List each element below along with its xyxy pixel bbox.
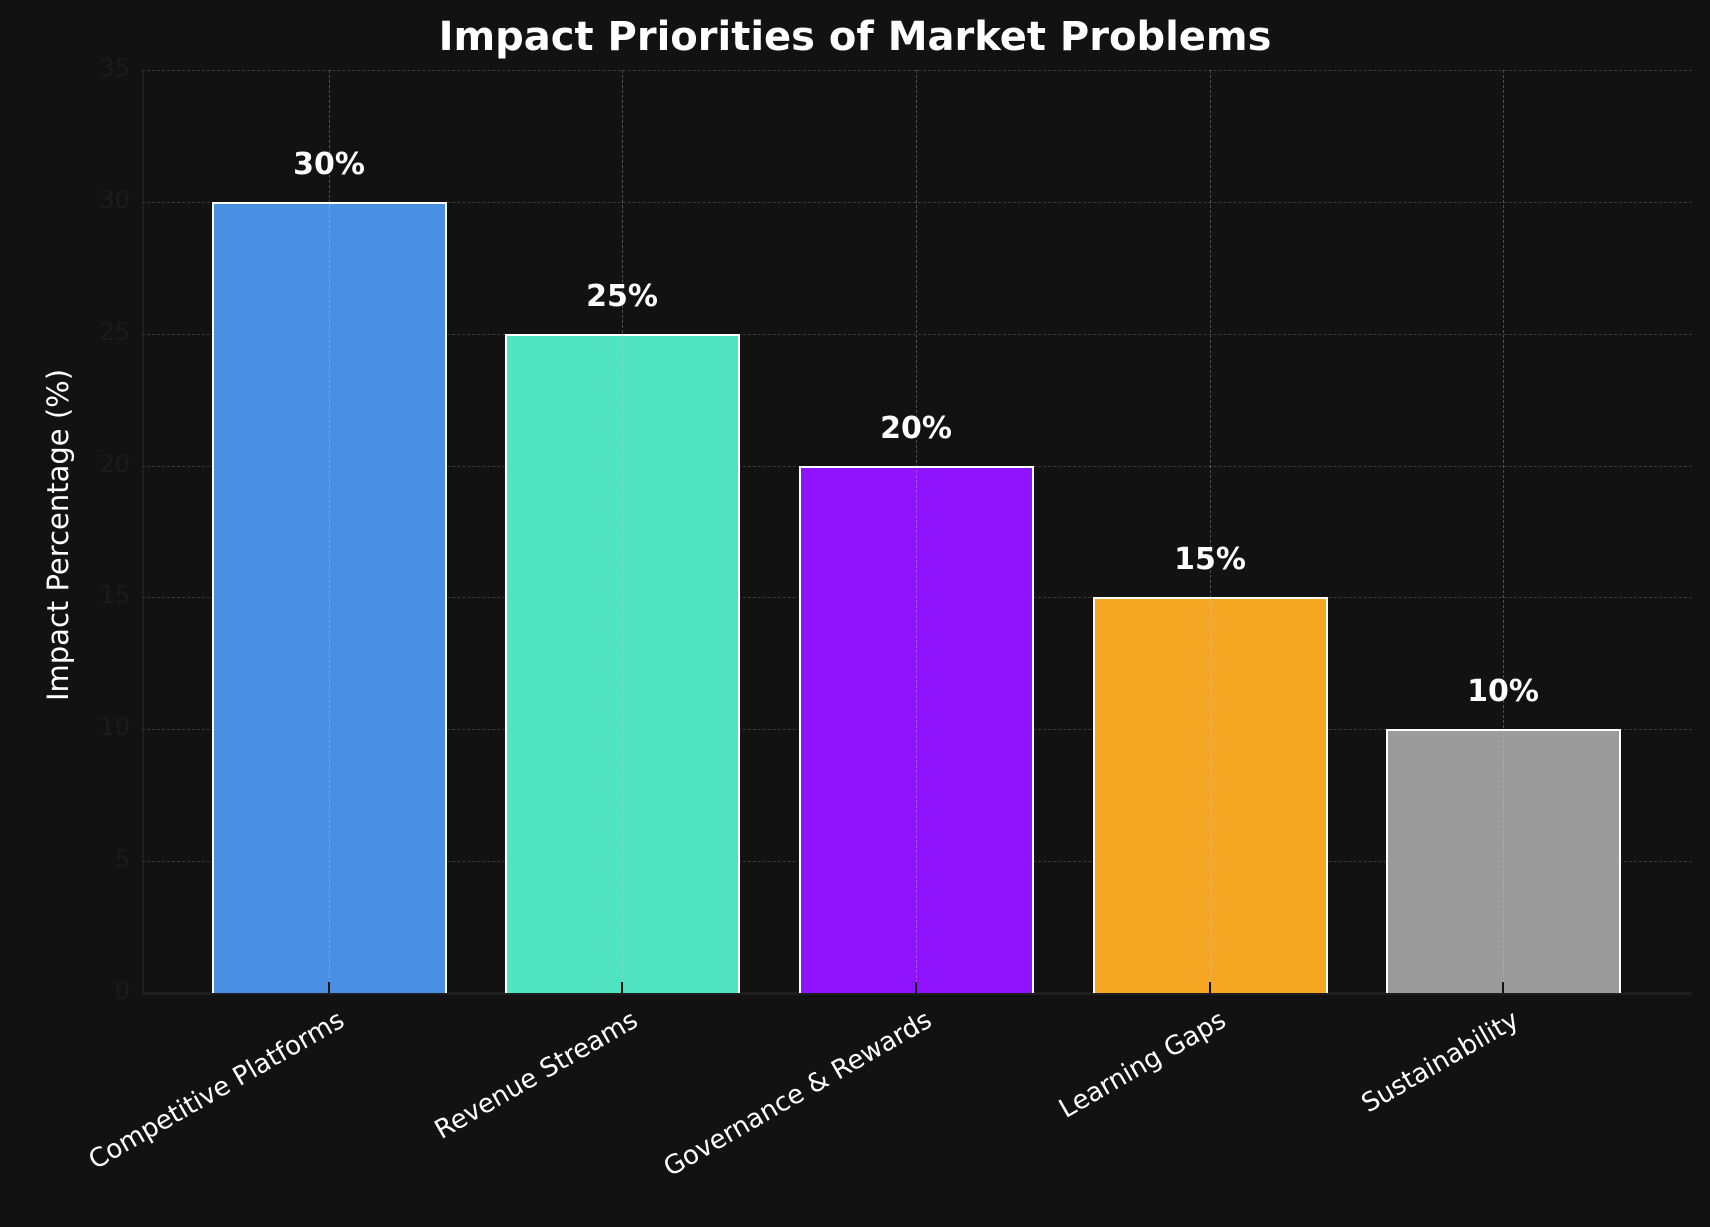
y-tick-label: 20 — [99, 449, 130, 478]
bar-value-label: 10% — [1467, 674, 1539, 710]
x-tick-label: Revenue Streams — [429, 1005, 644, 1146]
y-tick-label: 30 — [99, 185, 130, 214]
chart-title: Impact Priorities of Market Problems — [438, 14, 1272, 60]
y-tick-label: 5 — [114, 845, 130, 874]
h-gridline — [142, 333, 1692, 335]
bar — [1385, 729, 1621, 993]
v-gridline — [622, 70, 623, 993]
bar-value-label: 15% — [1174, 542, 1246, 578]
bar — [211, 201, 447, 993]
x-tick-mark — [621, 982, 623, 993]
y-tick-label: 15 — [99, 581, 130, 610]
plot-area: 30% 25% 20% 15% 10% — [142, 70, 1692, 995]
bar-value-label: 25% — [586, 278, 658, 314]
y-tick-label: 10 — [99, 713, 130, 742]
bar-value-label: 20% — [880, 410, 952, 446]
y-tick-label: 0 — [114, 977, 130, 1005]
bar — [504, 333, 740, 993]
x-axis-line — [142, 992, 1692, 995]
y-axis-label: Impact Percentage (%) — [41, 368, 75, 702]
y-tick-label: 35 — [99, 54, 130, 82]
h-gridline — [142, 201, 1692, 203]
x-tick-mark — [1502, 982, 1504, 993]
bar-value-label: 30% — [293, 146, 365, 182]
v-gridline — [1210, 70, 1211, 993]
v-gridline — [1503, 70, 1504, 993]
x-tick-mark — [1209, 982, 1211, 993]
y-axis-line — [142, 70, 144, 995]
x-tick-label: Governance & Rewards — [658, 1005, 938, 1183]
x-tick-label: Sustainability — [1356, 1005, 1525, 1120]
x-tick-label: Competitive Platforms — [83, 1005, 350, 1176]
bar — [798, 465, 1034, 993]
v-gridline — [916, 70, 917, 993]
v-gridline — [329, 70, 330, 993]
x-tick-label: Learning Gaps — [1054, 1005, 1232, 1125]
bar — [1092, 597, 1328, 993]
x-tick-mark — [328, 982, 330, 993]
h-gridline — [142, 70, 1692, 71]
y-tick-label: 25 — [99, 317, 130, 346]
x-tick-mark — [915, 982, 917, 993]
